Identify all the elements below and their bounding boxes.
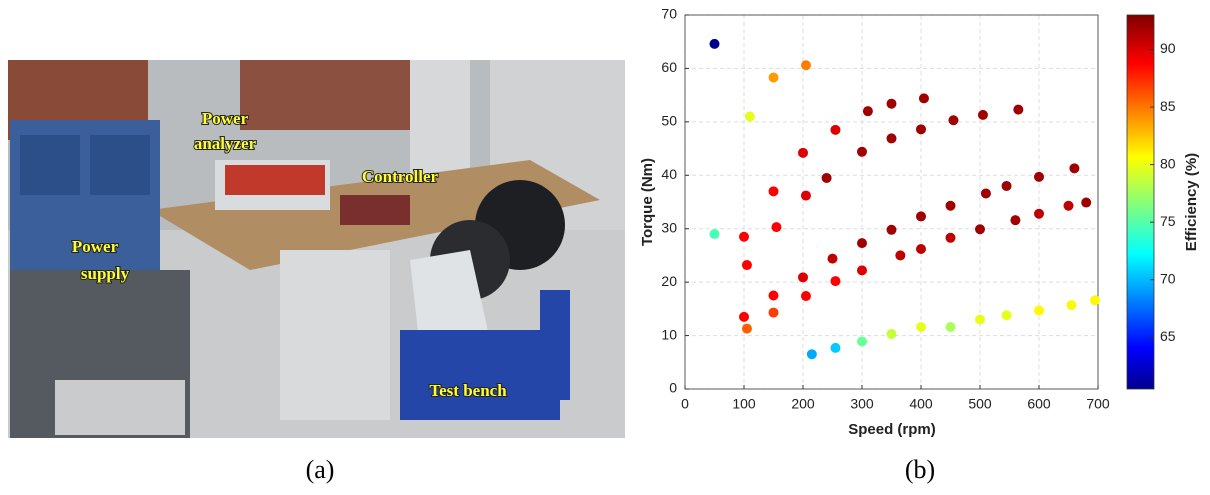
y-tick-label: 0: [669, 380, 677, 396]
point: [821, 172, 832, 183]
point: [916, 211, 926, 222]
photo: [8, 60, 625, 438]
point: [916, 124, 926, 135]
point: [768, 290, 779, 301]
point: [916, 244, 926, 255]
point: [709, 229, 720, 240]
colorbar-tick-label: 90: [1160, 40, 1176, 56]
point: [975, 314, 985, 325]
point: [827, 253, 838, 264]
photo-label: Test bench: [429, 381, 507, 400]
y-tick-label: 70: [661, 6, 677, 22]
point: [945, 322, 956, 333]
photo-label: Controller: [362, 167, 439, 186]
colorbar-tick-label: 65: [1160, 328, 1176, 344]
point: [1066, 300, 1077, 311]
x-tick-label: 200: [791, 396, 815, 412]
point: [830, 342, 841, 353]
x-tick-label: 300: [850, 396, 874, 412]
point: [709, 38, 720, 49]
point: [1034, 171, 1044, 182]
point: [1034, 208, 1044, 219]
point: [886, 98, 897, 109]
point: [806, 349, 817, 360]
point: [886, 328, 897, 339]
colorbar: [1126, 14, 1155, 390]
point: [1063, 200, 1074, 211]
y-tick-label: 30: [661, 219, 677, 235]
point: [830, 276, 841, 287]
colorbar-tick-label: 75: [1160, 213, 1176, 229]
colorbar-label: Efficiency (%): [1183, 153, 1200, 251]
photo-label: supply: [81, 264, 130, 283]
point: [857, 265, 867, 276]
y-axis-label: Torque (Nm): [639, 158, 656, 246]
point: [1010, 215, 1021, 226]
x-tick-label: 700: [1086, 396, 1110, 412]
point: [862, 106, 873, 117]
x-axis-label: Speed (rpm): [848, 421, 936, 438]
point: [857, 146, 867, 157]
point: [1034, 305, 1044, 316]
point: [1001, 180, 1012, 191]
photo-label: Power: [72, 237, 119, 256]
x-tick-label: 500: [968, 396, 992, 412]
point: [798, 272, 808, 283]
point: [768, 307, 779, 318]
point: [945, 200, 956, 211]
point: [1081, 197, 1092, 208]
y-tick-label: 10: [661, 326, 677, 342]
point: [744, 111, 755, 122]
point: [1090, 295, 1101, 306]
point: [800, 60, 811, 71]
caption: (a): [306, 455, 335, 484]
y-tick-label: 50: [661, 113, 677, 129]
point: [830, 124, 841, 135]
colorbar-tick-label: 80: [1160, 155, 1176, 171]
point: [741, 260, 752, 271]
point: [977, 109, 988, 120]
point: [741, 323, 752, 334]
plot-frame: [684, 14, 1099, 390]
point: [800, 190, 811, 201]
point: [1001, 310, 1012, 321]
point: [895, 250, 906, 261]
point: [886, 224, 897, 235]
point: [948, 115, 959, 126]
plot-area: [685, 15, 1098, 389]
caption: (b): [905, 455, 935, 484]
point: [857, 238, 867, 249]
y-tick-label: 60: [661, 59, 677, 75]
photo-label: analyzer: [194, 134, 257, 153]
point: [768, 72, 779, 83]
point: [739, 311, 749, 322]
point: [857, 336, 867, 347]
point: [798, 147, 808, 158]
x-tick-label: 100: [732, 396, 756, 412]
x-tick-label: 400: [909, 396, 933, 412]
colorbar-tick-label: 85: [1160, 98, 1176, 114]
point: [980, 188, 991, 199]
point: [768, 186, 779, 197]
point: [800, 291, 811, 302]
x-tick-label: 0: [681, 396, 689, 412]
x-tick-label: 600: [1027, 396, 1051, 412]
point: [945, 232, 956, 243]
point: [1013, 104, 1024, 115]
y-tick-label: 40: [661, 166, 677, 182]
photo-label: Power: [202, 109, 249, 128]
point: [918, 93, 929, 104]
point: [886, 133, 897, 144]
colorbar-tick-label: 70: [1160, 270, 1176, 286]
point: [975, 224, 985, 235]
point: [739, 231, 749, 242]
point: [771, 222, 782, 233]
point: [916, 322, 926, 333]
point: [1069, 163, 1080, 174]
y-tick-label: 20: [661, 273, 677, 289]
